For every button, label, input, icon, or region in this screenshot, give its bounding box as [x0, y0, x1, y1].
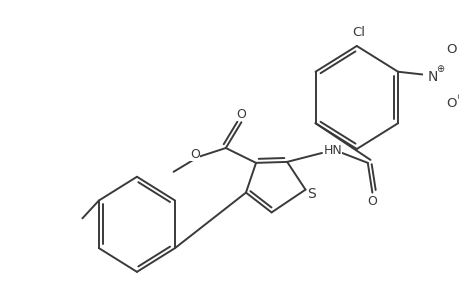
Text: O: O: [367, 195, 376, 208]
Text: O: O: [445, 97, 455, 110]
Text: S: S: [307, 187, 316, 201]
Text: ⊖: ⊖: [455, 92, 459, 101]
Text: O: O: [445, 44, 455, 56]
Text: HN: HN: [323, 143, 341, 157]
Text: O: O: [236, 108, 246, 121]
Text: N: N: [427, 70, 437, 84]
Text: ⊕: ⊕: [435, 64, 443, 74]
Text: Cl: Cl: [351, 26, 364, 39]
Text: O: O: [190, 148, 200, 161]
